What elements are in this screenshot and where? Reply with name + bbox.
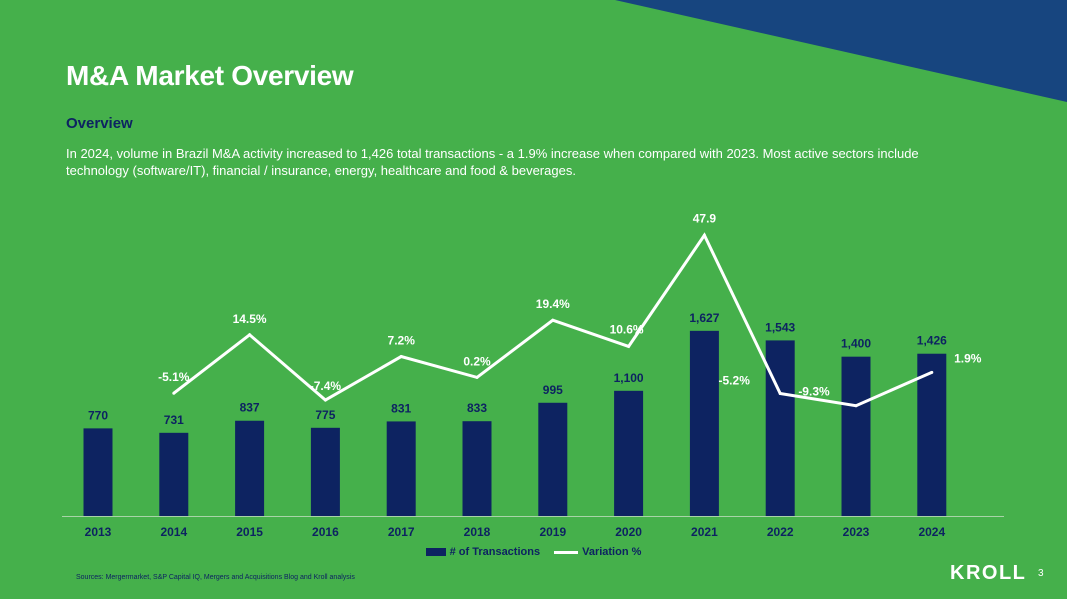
x-tick-label-2018: 2018	[464, 525, 491, 539]
x-tick-label-2016: 2016	[312, 525, 339, 539]
variation-point-2024	[930, 370, 934, 374]
variation-label-2023: -9.3%	[798, 385, 830, 399]
legend-swatch-line	[554, 550, 579, 554]
variation-label-2024: 1.9%	[954, 351, 982, 365]
variation-label-2017: 7.2%	[388, 334, 416, 348]
legend-swatch-bar	[425, 548, 446, 556]
bar-2015	[235, 420, 265, 516]
bar-value-label-2023: 1,400	[841, 337, 871, 351]
bar-2016	[310, 427, 340, 516]
x-tick-label-2021: 2021	[691, 525, 718, 539]
variation-label-2018: 0.2%	[463, 354, 491, 368]
sources-note: Sources: Mergermarket, S&P Capital IQ, M…	[76, 574, 355, 581]
variation-point-2020	[627, 344, 631, 348]
bar-value-label-2017: 831	[391, 401, 411, 415]
x-tick-label-2015: 2015	[236, 525, 263, 539]
variation-label-2022: -5.2%	[719, 373, 751, 387]
x-tick-label-2017: 2017	[388, 525, 415, 539]
bar-value-label-2019: 995	[543, 383, 563, 397]
intro-paragraph: In 2024, volume in Brazil M&A activity i…	[66, 146, 919, 178]
bar-2019	[538, 402, 568, 516]
variation-label-2021: 47.9	[693, 211, 717, 225]
bar-2023	[841, 356, 871, 516]
bar-2024	[917, 353, 947, 516]
variation-point-2021	[702, 233, 706, 237]
variation-point-2019	[551, 318, 555, 322]
kroll-logo: KROLL	[950, 562, 1027, 584]
bar-value-label-2013: 770	[88, 408, 108, 422]
x-tick-label-2022: 2022	[767, 525, 794, 539]
bar-value-label-2018: 833	[467, 401, 487, 415]
variation-point-2017	[399, 355, 403, 359]
section-subtitle: Overview	[66, 115, 133, 132]
legend-label-variation: Variation %	[582, 546, 642, 558]
variation-point-2022	[778, 391, 782, 395]
variation-point-2023	[854, 404, 858, 408]
variation-label-2014: -5.1%	[158, 370, 190, 384]
variation-point-2016	[323, 398, 327, 402]
variation-label-2016: -7.4%	[310, 379, 342, 393]
variation-label-2019: 19.4%	[536, 297, 570, 311]
bar-2017	[386, 421, 416, 516]
variation-point-2018	[475, 375, 479, 379]
x-tick-label-2023: 2023	[843, 525, 870, 539]
x-tick-label-2019: 2019	[539, 525, 566, 539]
bar-value-label-2016: 775	[315, 408, 335, 422]
variation-point-2014	[172, 391, 176, 395]
bar-value-label-2014: 731	[164, 413, 184, 427]
x-tick-label-2020: 2020	[615, 525, 642, 539]
x-tick-label-2014: 2014	[160, 525, 187, 539]
bar-value-label-2021: 1,627	[689, 311, 719, 325]
bar-2020	[614, 390, 644, 516]
bar-2022	[765, 340, 795, 516]
page-number: 3	[1038, 568, 1044, 579]
variation-point-2015	[248, 333, 252, 337]
x-tick-label-2013: 2013	[85, 525, 112, 539]
legend-entry-transactions: # of Transactions	[425, 546, 541, 558]
variation-label-2015: 14.5%	[233, 312, 267, 326]
bar-2018	[462, 421, 492, 516]
legend-entry-variation: Variation %	[554, 546, 641, 558]
variation-label-2020: 10.6%	[610, 322, 644, 336]
page-title: M&A Market Overview	[66, 60, 354, 91]
bar-2013	[83, 428, 113, 516]
bar-value-label-2020: 1,100	[614, 371, 644, 385]
bar-2021	[689, 330, 719, 516]
bar-value-label-2022: 1,543	[765, 320, 795, 334]
x-tick-label-2024: 2024	[918, 525, 945, 539]
bar-value-label-2024: 1,426	[917, 334, 947, 348]
chart-legend: # of Transactions Variation %	[0, 546, 1067, 558]
bar-value-label-2015: 837	[240, 401, 260, 415]
legend-label-transactions: # of Transactions	[449, 546, 541, 558]
bar-2014	[159, 432, 189, 516]
